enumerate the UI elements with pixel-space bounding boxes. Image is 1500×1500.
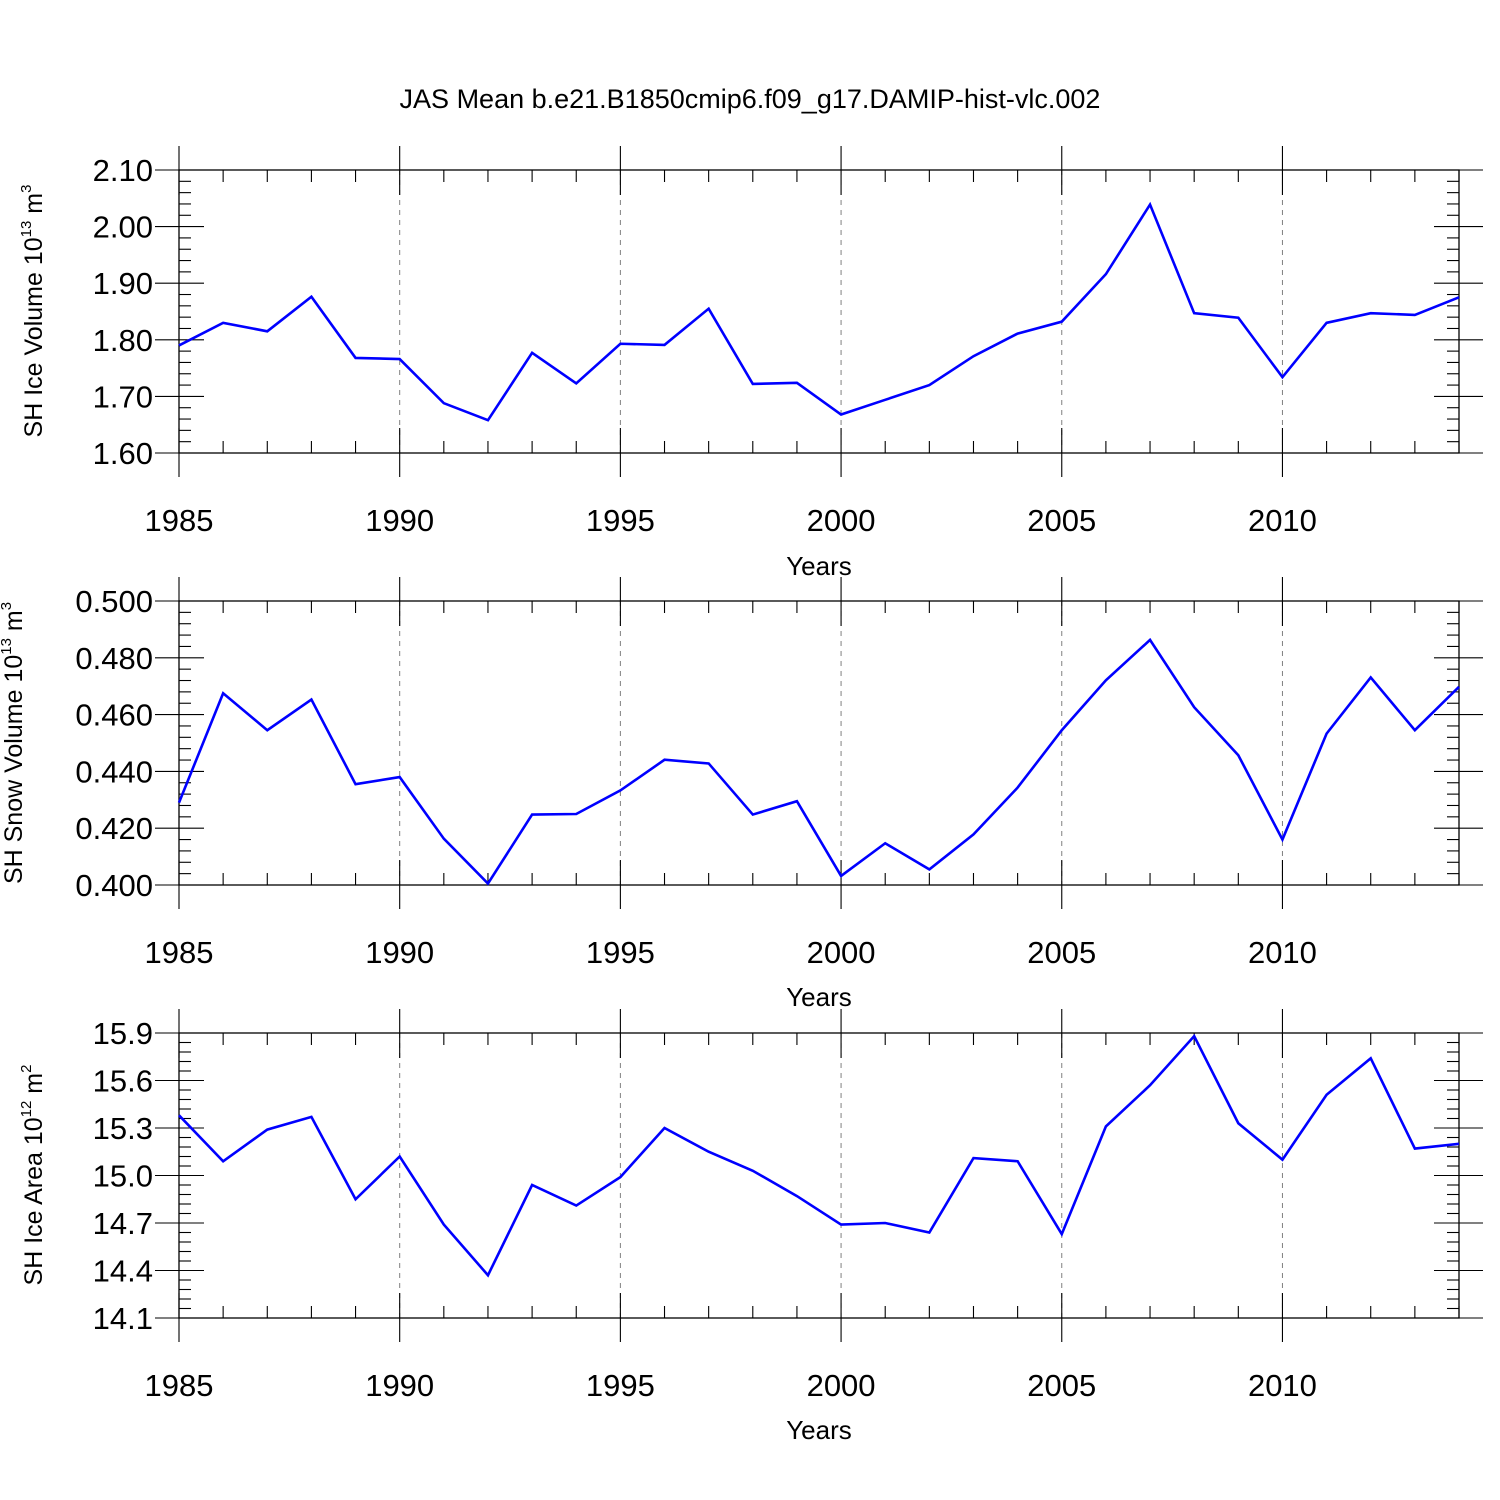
- ice-volume-y-tick-label: 1.90: [93, 266, 153, 301]
- ice-volume-x-tick-label: 2000: [807, 503, 876, 538]
- ice-area-panel: 1985 1990 1995 2000 2005 2010 Years 14.1 14.4 14.…: [18, 1009, 1483, 1445]
- ice-area-y-tick-label: 15.3: [93, 1111, 153, 1146]
- ice-volume-y-tick-label: 2.10: [93, 153, 153, 188]
- snow-volume-x-tick-label: 2005: [1027, 935, 1096, 970]
- ice-area-y-tick-label: 14.4: [93, 1254, 153, 1289]
- ice-volume-panel: 1985 1990 1995 2000 2005 2010 Years 1.60 1.70 1.8…: [18, 146, 1483, 581]
- snow-volume-x-tick-label: 1995: [586, 935, 655, 970]
- snow-volume-panel: 1985 1990 1995 2000 2005 2010 Years 0.400 0.420 0…: [0, 577, 1483, 1012]
- ice-area-y-axis-title: SH Ice Area 1012 m2: [18, 1065, 48, 1286]
- ice-area-x-tick-label: 2010: [1248, 1368, 1317, 1403]
- snow-volume-y-tick-label: 0.400: [75, 868, 153, 903]
- snow-volume-x-axis-title: Years: [786, 982, 852, 1012]
- ice-volume-y-tick-label: 1.60: [93, 436, 153, 471]
- snow-volume-y-tick-label: 0.440: [75, 754, 153, 789]
- ice-area-x-tick-label: 1990: [365, 1368, 434, 1403]
- ice-volume-y-tick-label: 1.80: [93, 323, 153, 358]
- ice-area-y-tick-label: 15.6: [93, 1064, 153, 1099]
- snow-volume-y-axis-title: SH Snow Volume 1013 m3: [0, 602, 28, 884]
- snow-volume-y-tick-label: 0.420: [75, 811, 153, 846]
- ice-volume-x-tick-label: 1985: [145, 503, 214, 538]
- ice-area-y-tick-label: 14.1: [93, 1301, 153, 1336]
- ice-volume-x-tick-label: 1990: [365, 503, 434, 538]
- ice-area-x-tick-label: 2005: [1027, 1368, 1096, 1403]
- ice-volume-series-line: [178, 201, 1460, 422]
- ice-volume-y-axis-title: SH Ice Volume 1013 m3: [18, 185, 48, 438]
- ice-volume-x-tick-label: 1995: [586, 503, 655, 538]
- snow-volume-x-tick-label: 2000: [807, 935, 876, 970]
- ice-area-plot-frame: [178, 1032, 1460, 1319]
- ice-area-x-axis-title: Years: [786, 1415, 852, 1445]
- ice-volume-x-axis-title: Years: [786, 551, 852, 581]
- ice-volume-x-tick-label: 2010: [1248, 503, 1317, 538]
- snow-volume-x-tick-label: 1985: [145, 935, 214, 970]
- snow-volume-series-line: [177, 637, 1460, 886]
- ice-volume-x-tick-label: 2005: [1027, 503, 1096, 538]
- ice-volume-y-tick-label: 2.00: [93, 210, 153, 245]
- chart-title: JAS Mean b.e21.B1850cmip6.f09_g17.DAMIP-…: [400, 84, 1101, 114]
- ice-area-series-line: [178, 1033, 1460, 1278]
- snow-volume-x-tick-label: 1990: [365, 935, 434, 970]
- snow-volume-y-tick-label: 0.500: [75, 584, 153, 619]
- snow-volume-plot-frame: [178, 600, 1460, 886]
- ice-area-x-tick-label: 1995: [586, 1368, 655, 1403]
- ice-area-x-tick-label: 1985: [145, 1368, 214, 1403]
- ice-volume-y-tick-label: 1.70: [93, 379, 153, 414]
- snow-volume-y-tick-label: 0.480: [75, 641, 153, 676]
- ice-area-y-tick-label: 15.0: [93, 1159, 153, 1194]
- ice-area-y-tick-label: 14.7: [93, 1206, 153, 1241]
- ice-volume-plot-frame: [178, 169, 1460, 454]
- ice-area-y-tick-label: 15.9: [93, 1016, 153, 1051]
- snow-volume-x-tick-label: 2010: [1248, 935, 1317, 970]
- ice-area-x-tick-label: 2000: [807, 1368, 876, 1403]
- snow-volume-y-tick-label: 0.460: [75, 698, 153, 733]
